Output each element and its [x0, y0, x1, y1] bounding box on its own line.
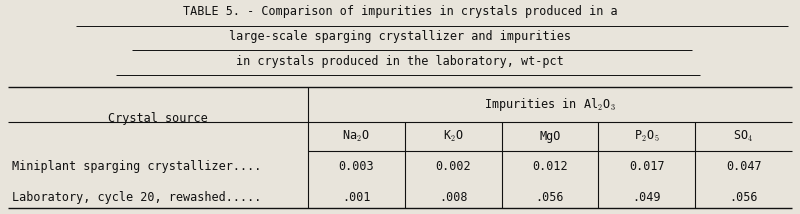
Text: Miniplant sparging crystallizer....: Miniplant sparging crystallizer....	[12, 160, 262, 173]
Text: in crystals produced in the laboratory, wt-pct: in crystals produced in the laboratory, …	[236, 55, 564, 68]
Text: Crystal source: Crystal source	[108, 112, 208, 125]
Text: TABLE 5. - Comparison of impurities in crystals produced in a: TABLE 5. - Comparison of impurities in c…	[182, 5, 618, 18]
Text: .049: .049	[633, 191, 661, 204]
Text: MgO: MgO	[539, 130, 561, 143]
Text: Na$_2$O: Na$_2$O	[342, 129, 370, 144]
Text: K$_2$O: K$_2$O	[442, 129, 464, 144]
Text: 0.002: 0.002	[435, 160, 471, 173]
Text: large-scale sparging crystallizer and impurities: large-scale sparging crystallizer and im…	[229, 30, 571, 43]
Text: .056: .056	[536, 191, 564, 204]
Text: .001: .001	[342, 191, 370, 204]
Text: 0.017: 0.017	[629, 160, 665, 173]
Text: P$_2$O$_5$: P$_2$O$_5$	[634, 129, 660, 144]
Text: 0.012: 0.012	[532, 160, 568, 173]
Text: 0.047: 0.047	[726, 160, 762, 173]
Text: 0.003: 0.003	[338, 160, 374, 173]
Text: .008: .008	[439, 191, 467, 204]
Text: Impurities in Al$_2$O$_3$: Impurities in Al$_2$O$_3$	[484, 96, 616, 113]
Text: Laboratory, cycle 20, rewashed.....: Laboratory, cycle 20, rewashed.....	[12, 191, 262, 204]
Text: SO$_4$: SO$_4$	[734, 129, 754, 144]
Text: .056: .056	[730, 191, 758, 204]
